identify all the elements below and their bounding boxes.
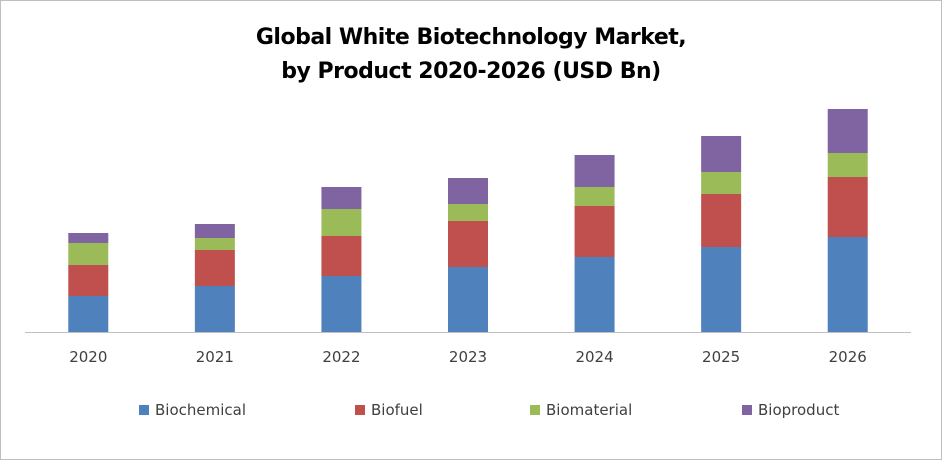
bar-biomaterial-2025 <box>701 172 742 194</box>
bar-biomaterial-2020 <box>68 243 109 265</box>
bar-biochemical-2024 <box>574 257 615 332</box>
legend: Biochemical Biofuel Biomaterial Bioproduct <box>1 401 941 421</box>
legend-label: Biomaterial <box>546 401 633 419</box>
legend-item-bioproduct: Bioproduct <box>742 401 839 419</box>
bar-bioproduct-2024 <box>574 155 615 187</box>
legend-label: Bioproduct <box>758 401 840 419</box>
x-tick-label: 2026 <box>829 348 867 366</box>
x-tick-label: 2022 <box>322 348 360 366</box>
legend-item-biomaterial: Biomaterial <box>530 401 632 419</box>
legend-swatch <box>355 405 365 415</box>
chart-title-line-2: by Product 2020-2026 (USD Bn) <box>281 59 661 84</box>
legend-label: Biofuel <box>371 401 423 419</box>
bar-bioproduct-2023 <box>448 178 488 204</box>
bar-bioproduct-2022 <box>321 187 362 209</box>
legend-item-biofuel: Biofuel <box>355 401 423 419</box>
legend-swatch <box>139 405 149 415</box>
bar-biofuel-2021 <box>194 250 235 286</box>
bar-biomaterial-2022 <box>321 209 362 236</box>
bar-biochemical-2025 <box>701 247 742 332</box>
x-tick-label: 2020 <box>69 348 107 366</box>
bar-biochemical-2020 <box>68 296 109 332</box>
bar-biochemical-2026 <box>827 237 868 332</box>
bar-bioproduct-2020 <box>68 233 109 243</box>
bar-biomaterial-2021 <box>194 238 235 250</box>
legend-label: Biochemical <box>155 401 247 419</box>
x-tick-label: 2023 <box>449 348 487 366</box>
bar-biofuel-2022 <box>321 236 362 276</box>
bar-biochemical-2021 <box>194 286 235 332</box>
bar-biomaterial-2024 <box>574 187 615 206</box>
legend-swatch <box>742 405 752 415</box>
bar-biofuel-2026 <box>827 177 868 237</box>
chart-title-line-1: Global White Biotechnology Market, <box>255 25 687 50</box>
chart-title: Global White Biotechnology Market, by Pr… <box>1 21 941 89</box>
bar-bioproduct-2021 <box>194 224 235 238</box>
bar-biofuel-2020 <box>68 265 109 296</box>
legend-swatch <box>530 405 540 415</box>
bar-biofuel-2024 <box>574 206 615 257</box>
x-tick-label: 2024 <box>575 348 613 366</box>
x-tick-label: 2025 <box>702 348 740 366</box>
bar-biomaterial-2023 <box>448 204 488 221</box>
legend-item-biochemical: Biochemical <box>139 401 246 419</box>
bar-biomaterial-2026 <box>827 153 868 177</box>
bar-bioproduct-2025 <box>701 136 742 172</box>
bar-bioproduct-2026 <box>827 109 868 153</box>
bar-biofuel-2023 <box>448 221 488 267</box>
bar-biofuel-2025 <box>701 194 742 247</box>
bar-biochemical-2023 <box>448 267 488 332</box>
x-tick-label: 2021 <box>196 348 234 366</box>
bar-biochemical-2022 <box>321 276 362 332</box>
